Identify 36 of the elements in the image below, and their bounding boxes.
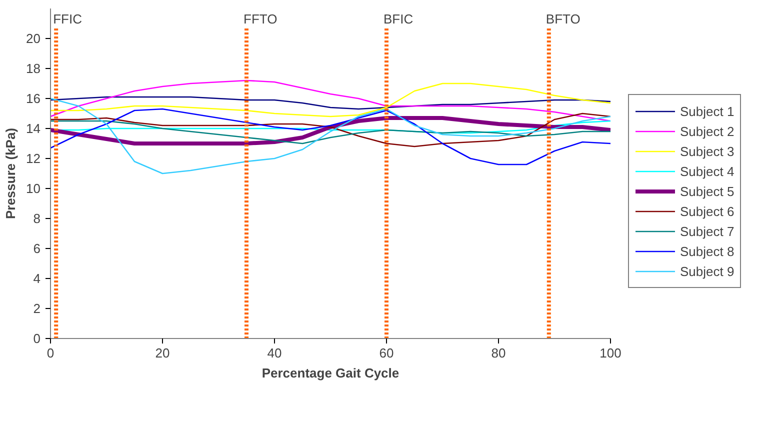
y-tick-label: 6 (33, 241, 41, 256)
y-tick-label: 14 (26, 121, 41, 136)
line-series (50, 108, 610, 166)
y-tick-label: 10 (26, 181, 41, 196)
x-tick-label: 0 (46, 346, 54, 360)
legend-label: Subject 5 (680, 184, 734, 198)
y-tick-label: 4 (33, 271, 41, 286)
legend-label: Subject 4 (680, 164, 734, 178)
y-tick-label: 8 (33, 211, 41, 226)
x-tick-label: 100 (600, 346, 622, 360)
legend-label: Subject 1 (680, 104, 734, 118)
line-series (50, 96, 610, 110)
y-tick-label: 2 (33, 301, 41, 316)
x-tick-label: 80 (491, 346, 506, 360)
y-axis-title: Pressure (kPa) (3, 128, 18, 220)
ref-line-label: FFIC (53, 12, 82, 26)
legend-label: Subject 8 (680, 244, 734, 258)
line-series (50, 120, 610, 144)
legend-label: Subject 6 (680, 204, 734, 218)
x-tick-label: 60 (379, 346, 394, 360)
ref-line-label: BFIC (384, 12, 414, 26)
legend-label: Subject 3 (680, 144, 734, 158)
y-tick-label: 16 (26, 91, 41, 106)
ref-line-label: FFTO (244, 12, 278, 26)
y-tick-label: 20 (26, 31, 41, 46)
x-axis-title: Percentage Gait Cycle (262, 366, 400, 380)
line-series (50, 98, 610, 174)
legend-label: Subject 7 (680, 224, 734, 238)
legend-label: Subject 9 (680, 264, 734, 278)
y-tick-label: 18 (26, 61, 41, 76)
y-tick-label: 12 (26, 151, 41, 166)
x-tick-label: 20 (155, 346, 170, 360)
x-tick-label: 40 (267, 346, 282, 360)
ref-line-label: BFTO (546, 12, 580, 26)
legend-label: Subject 2 (680, 124, 734, 138)
y-tick-label: 0 (33, 331, 41, 346)
